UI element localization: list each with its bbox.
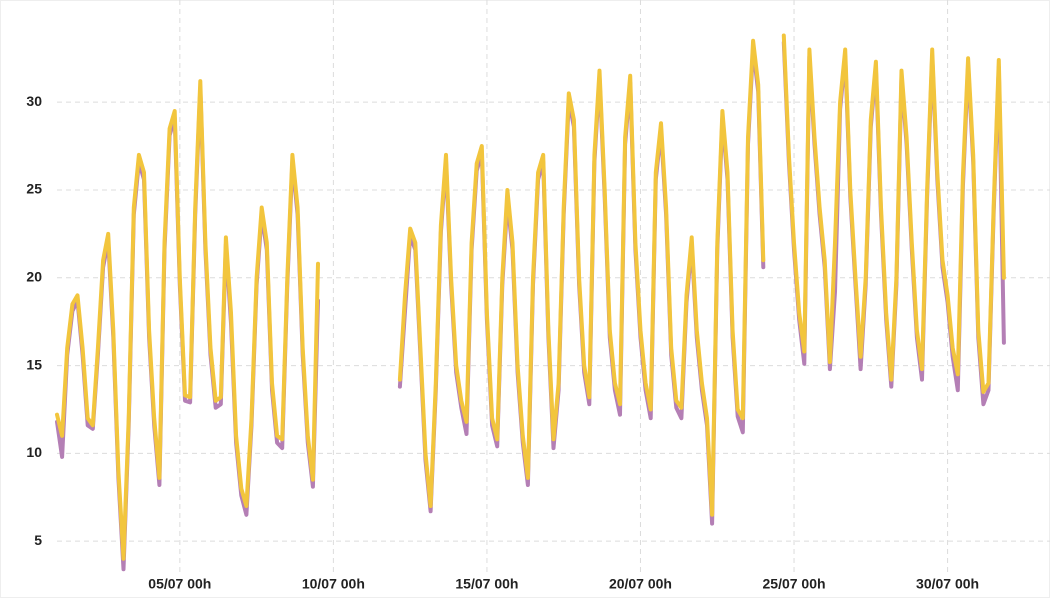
series-line <box>55 33 1006 561</box>
y-tick-label: 25 <box>26 181 42 197</box>
x-tick-label: 05/07 00h <box>148 576 211 592</box>
y-tick-label: 10 <box>26 444 42 460</box>
x-tick-label: 25/07 00h <box>763 576 826 592</box>
y-tick-label: 20 <box>26 268 42 284</box>
y-tick-label: 15 <box>26 356 42 372</box>
y-tick-label: 30 <box>26 93 42 109</box>
x-tick-label: 20/07 00h <box>609 576 672 592</box>
x-tick-label: 30/07 00h <box>916 576 979 592</box>
x-tick-label: 15/07 00h <box>455 576 518 592</box>
x-tick-label: 10/07 00h <box>302 576 365 592</box>
y-tick-label: 5 <box>34 532 42 548</box>
